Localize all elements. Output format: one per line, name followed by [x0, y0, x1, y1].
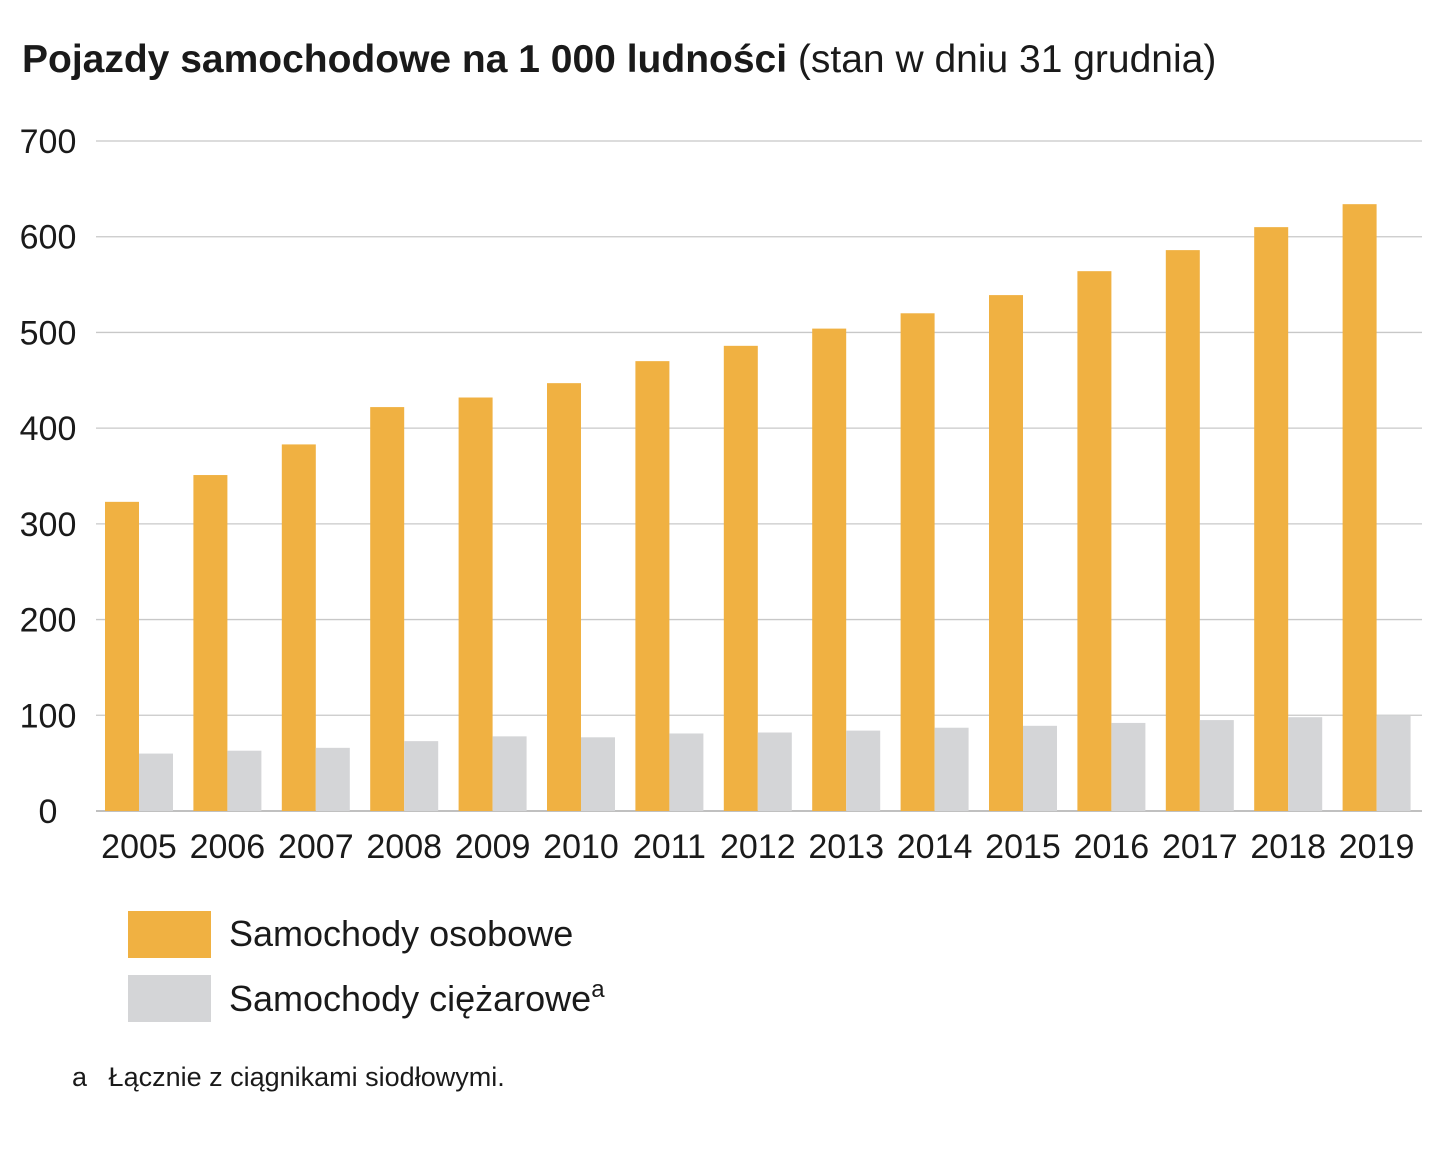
bar-osobowe-2012	[723, 345, 758, 811]
x-tick-label: 2005	[101, 828, 177, 866]
bar-osobowe-2007	[281, 444, 316, 811]
x-tick-label: 2016	[1074, 828, 1150, 866]
bar-osobowe-2011	[635, 361, 670, 811]
legend: Samochody osobowe Samochody ciężarowea	[128, 910, 605, 1038]
bar-ciezarowe-2017	[1199, 720, 1234, 811]
y-tick-label: 300	[20, 506, 77, 544]
bar-ciezarowe-2013	[846, 730, 881, 811]
bar-osobowe-2015	[989, 295, 1023, 812]
chart-title: Pojazdy samochodowe na 1 000 ludności (s…	[22, 38, 1216, 82]
x-tick-label: 2019	[1339, 828, 1415, 866]
legend-label-osobowe: Samochody osobowe	[229, 913, 574, 954]
bar-osobowe-2018	[1254, 227, 1289, 812]
bar-osobowe-2019	[1342, 204, 1377, 811]
footnote-mark: a	[72, 1062, 88, 1092]
x-tick-label: 2013	[808, 828, 884, 866]
y-tick-label: 100	[20, 697, 77, 735]
x-tick-label: 2010	[543, 828, 619, 866]
bar-osobowe-2008	[370, 407, 405, 811]
bar-ciezarowe-2010	[581, 737, 615, 811]
bar-ciezarowe-2007	[315, 747, 350, 811]
x-tick-label: 2009	[455, 828, 531, 866]
bar-ciezarowe-2009	[492, 736, 527, 811]
x-tick-label: 2012	[720, 828, 796, 866]
x-tick-label: 2006	[190, 828, 266, 866]
chart-title-subtitle: (stan w dniu 31 grudnia)	[797, 38, 1217, 81]
chart-title-main: Pojazdy samochodowe na 1 000 ludności	[22, 38, 788, 81]
legend-swatch-ciezarowe	[128, 974, 211, 1022]
x-tick-label: 2007	[278, 828, 354, 866]
bar-ciezarowe-2005	[139, 753, 173, 811]
bar-ciezarowe-2019	[1376, 715, 1411, 811]
x-tick-label: 2014	[897, 828, 973, 866]
x-tick-label: 2018	[1250, 828, 1326, 866]
y-tick-label: 400	[20, 410, 77, 448]
bar-osobowe-2013	[812, 328, 847, 811]
bar-ciezarowe-2012	[757, 732, 792, 811]
legend-footnote-mark: a	[591, 976, 605, 1003]
bar-ciezarowe-2014	[934, 727, 969, 811]
legend-item-osobowe: Samochody osobowe	[128, 910, 605, 958]
bar-osobowe-2009	[458, 397, 493, 811]
x-tick-label: 2015	[985, 828, 1061, 866]
y-tick-label: 700	[20, 123, 77, 161]
bar-ciezarowe-2011	[669, 733, 704, 811]
x-tick-label: 2008	[366, 828, 442, 866]
legend-label-ciezarowe: Samochody ciężarowea	[229, 976, 605, 1019]
bar-ciezarowe-2008	[404, 741, 439, 811]
y-tick-label: 600	[20, 219, 77, 257]
legend-item-ciezarowe: Samochody ciężarowea	[128, 974, 605, 1022]
bar-ciezarowe-2006	[227, 750, 262, 811]
bar-osobowe-2014	[900, 313, 935, 811]
bar-chart: 0 100 200 300 400 500 600 700 2005 2006 2007 2008 20…	[20, 123, 1422, 866]
x-tick-label: 2017	[1162, 828, 1238, 866]
bar-osobowe-2017	[1165, 250, 1200, 812]
bar-ciezarowe-2018	[1288, 717, 1323, 811]
bar-ciezarowe-2016	[1111, 722, 1146, 811]
legend-swatch-osobowe	[128, 910, 211, 958]
bar-ciezarowe-2015	[1023, 725, 1057, 811]
footnote: a Łącznie z ciągnikami siodłowymi.	[72, 1062, 505, 1093]
bar-osobowe-2006	[193, 475, 228, 811]
bar-osobowe-2010	[547, 383, 581, 811]
bar-osobowe-2005	[105, 501, 139, 811]
y-tick-label: 200	[20, 602, 77, 640]
footnote-text: Łącznie z ciągnikami siodłowymi.	[108, 1062, 505, 1092]
bar-osobowe-2016	[1077, 271, 1112, 812]
y-tick-label: 500	[20, 314, 77, 352]
y-tick-label: 0	[39, 793, 58, 831]
x-tick-label: 2011	[633, 828, 706, 866]
